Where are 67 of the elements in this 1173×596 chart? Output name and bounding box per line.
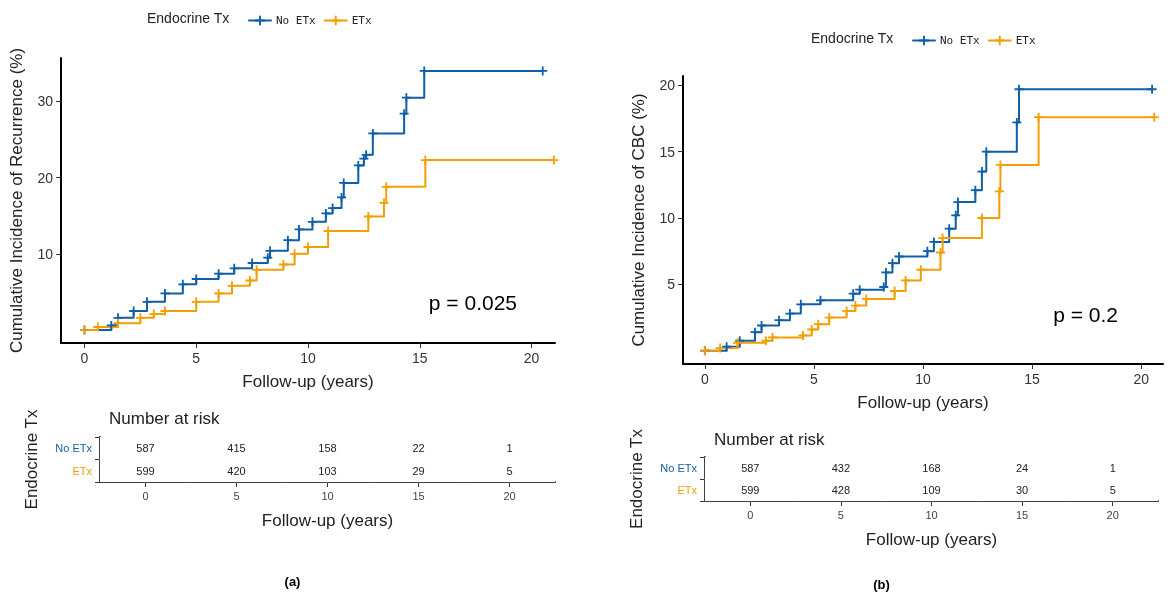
x-tick-label: 5: [810, 371, 819, 387]
x-tick-label: 0: [747, 508, 754, 521]
y-tick-label: 20: [37, 169, 54, 186]
x-tick-label: 10: [321, 489, 334, 502]
legend-label: No ETx: [940, 34, 981, 47]
legend-title: Endocrine Tx: [811, 30, 894, 46]
data-label: 420: [227, 464, 246, 477]
y-axis-title: Endocrine Tx: [627, 428, 646, 529]
x-tick-label: 0: [142, 489, 149, 502]
data-label: 1: [1109, 462, 1116, 474]
legend-label: No ETx: [276, 14, 317, 27]
y-tick-label: 10: [37, 245, 54, 262]
data-label: 158: [318, 442, 337, 455]
x-axis-title: Follow-up (years): [857, 393, 989, 412]
data-label: 1: [506, 442, 513, 455]
y-tick-label: 30: [37, 93, 54, 110]
x-tick-label: 15: [411, 350, 428, 366]
legend-label: ETx: [351, 14, 372, 27]
data-label: 29: [412, 464, 425, 477]
legend-label: ETx: [1015, 34, 1036, 47]
text: (a): [284, 574, 301, 589]
x-axis-title: Follow-up (years): [242, 372, 374, 391]
data-label: 432: [831, 462, 851, 474]
annotation: p = 0.025: [428, 291, 518, 314]
y-tick-label: No ETx: [660, 462, 698, 474]
y-axis-title: Endocrine Tx: [22, 409, 41, 510]
y-axis-title: Cumulative Incidence of CBC (%): [629, 93, 648, 347]
data-label: 168: [922, 462, 941, 474]
y-axis-title: Cumulative Incidence of Recurrence (%): [7, 47, 26, 354]
data-label: 109: [922, 484, 941, 496]
x-tick-label: 20: [503, 489, 516, 502]
x-axis-title: Follow-up (years): [261, 511, 394, 530]
chart-title: Number at risk: [714, 430, 826, 449]
data-label: 428: [831, 484, 851, 496]
x-tick-label: 20: [1106, 508, 1119, 521]
data-label: 415: [227, 442, 246, 455]
x-tick-label: 5: [192, 350, 201, 366]
x-axis-title: Follow-up (years): [865, 530, 998, 549]
x-tick-label: 15: [1015, 508, 1029, 521]
y-tick-label: 20: [659, 77, 676, 94]
y-tick-label: 15: [659, 143, 676, 160]
y-tick-label: 5: [667, 276, 676, 293]
chart-title: Number at risk: [109, 409, 221, 428]
x-tick-label: 5: [837, 508, 844, 521]
y-tick-label: 10: [659, 210, 676, 227]
data-label: 5: [506, 464, 513, 477]
x-tick-label: 5: [233, 489, 240, 502]
x-tick-label: 0: [700, 371, 709, 387]
data-label: 103: [318, 464, 337, 477]
data-label: 24: [1015, 462, 1029, 474]
legend-title: Endocrine Tx: [147, 10, 230, 26]
x-tick-label: 15: [1024, 371, 1041, 387]
data-label: 587: [741, 462, 760, 474]
data-label: 30: [1015, 484, 1029, 496]
text: (b): [873, 577, 890, 592]
annotation: p = 0.2: [1053, 303, 1119, 326]
x-tick-label: 10: [915, 371, 931, 387]
x-tick-label: 10: [300, 350, 316, 366]
data-label: 587: [136, 442, 155, 455]
data-label: 599: [741, 484, 760, 496]
x-tick-label: 20: [1133, 371, 1150, 387]
data-label: 22: [412, 442, 425, 455]
x-tick-label: 10: [925, 508, 938, 521]
data-label: 599: [136, 464, 155, 477]
x-tick-label: 15: [412, 489, 425, 502]
x-tick-label: 0: [80, 350, 89, 366]
x-tick-label: 20: [523, 350, 540, 366]
